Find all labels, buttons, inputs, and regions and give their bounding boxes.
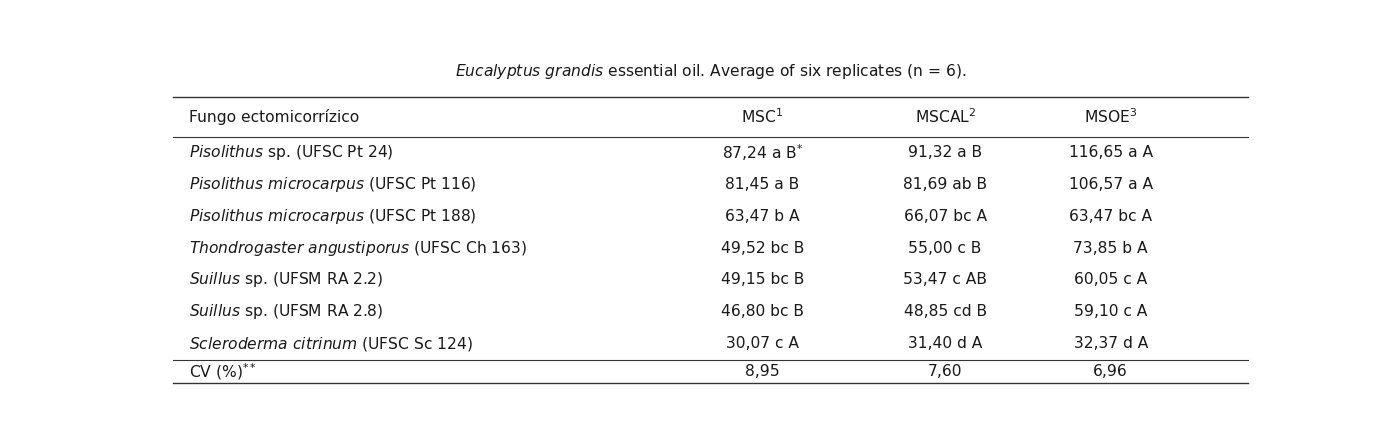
- Text: 59,10 c A: 59,10 c A: [1074, 304, 1147, 319]
- Text: $\it{Thondrogaster\ angustiporus}$ (UFSC Ch 163): $\it{Thondrogaster\ angustiporus}$ (UFSC…: [190, 238, 527, 257]
- Text: 55,00 c B: 55,00 c B: [908, 241, 982, 256]
- Text: 30,07 c A: 30,07 c A: [725, 336, 799, 351]
- Text: 63,47 bc A: 63,47 bc A: [1069, 209, 1153, 224]
- Text: 81,69 ab B: 81,69 ab B: [903, 177, 988, 192]
- Text: 7,60: 7,60: [928, 364, 963, 379]
- Text: 48,85 cd B: 48,85 cd B: [903, 304, 986, 319]
- Text: 49,15 bc B: 49,15 bc B: [721, 273, 804, 287]
- Text: 31,40 d A: 31,40 d A: [908, 336, 982, 351]
- Text: 8,95: 8,95: [745, 364, 779, 379]
- Text: MSOE$^3$: MSOE$^3$: [1085, 108, 1137, 126]
- Text: $\it{Suillus}$ sp. (UFSM RA 2.2): $\it{Suillus}$ sp. (UFSM RA 2.2): [190, 270, 384, 289]
- Text: $\it{Pisolithus}$ sp. (UFSC Pt 24): $\it{Pisolithus}$ sp. (UFSC Pt 24): [190, 143, 394, 162]
- Text: 32,37 d A: 32,37 d A: [1074, 336, 1148, 351]
- Text: 66,07 bc A: 66,07 bc A: [903, 209, 986, 224]
- Text: CV (%)$^{**}$: CV (%)$^{**}$: [190, 361, 258, 381]
- Text: 46,80 bc B: 46,80 bc B: [721, 304, 804, 319]
- Text: $\it{Scleroderma\ citrinum}$ (UFSC Sc 124): $\it{Scleroderma\ citrinum}$ (UFSC Sc 12…: [190, 335, 473, 353]
- Text: 81,45 a B: 81,45 a B: [725, 177, 799, 192]
- Text: MSCAL$^2$: MSCAL$^2$: [914, 108, 976, 126]
- Text: $\it{Suillus}$ sp. (UFSM RA 2.8): $\it{Suillus}$ sp. (UFSM RA 2.8): [190, 302, 384, 321]
- Text: Fungo ectomicorrízico: Fungo ectomicorrízico: [190, 109, 359, 125]
- Text: $\it{Pisolithus\ microcarpus}$ (UFSC Pt 116): $\it{Pisolithus\ microcarpus}$ (UFSC Pt …: [190, 175, 477, 194]
- Text: 87,24 a B$^{*}$: 87,24 a B$^{*}$: [721, 142, 803, 163]
- Text: 60,05 c A: 60,05 c A: [1074, 273, 1147, 287]
- Text: 91,32 a B: 91,32 a B: [908, 145, 982, 160]
- Text: 6,96: 6,96: [1093, 364, 1128, 379]
- Text: 53,47 c AB: 53,47 c AB: [903, 273, 988, 287]
- Text: 49,52 bc B: 49,52 bc B: [721, 241, 804, 256]
- Text: 116,65 a A: 116,65 a A: [1068, 145, 1153, 160]
- Text: MSC$^1$: MSC$^1$: [742, 108, 784, 126]
- Text: 106,57 a A: 106,57 a A: [1068, 177, 1153, 192]
- Text: 73,85 b A: 73,85 b A: [1074, 241, 1148, 256]
- Text: 63,47 b A: 63,47 b A: [725, 209, 800, 224]
- Text: $\it{Eucalyptus\ grandis}$ essential oil. Average of six replicates (n = 6).: $\it{Eucalyptus\ grandis}$ essential oil…: [455, 62, 967, 81]
- Text: $\it{Pisolithus\ microcarpus}$ (UFSC Pt 188): $\it{Pisolithus\ microcarpus}$ (UFSC Pt …: [190, 207, 477, 226]
